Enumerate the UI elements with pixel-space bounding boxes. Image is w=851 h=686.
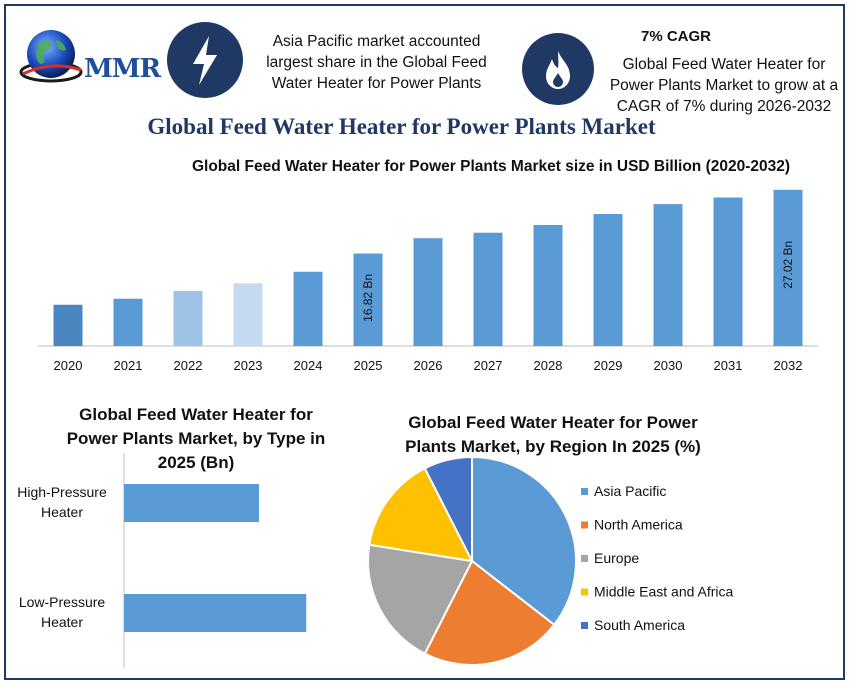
x-tick-2020: 2020 bbox=[54, 358, 83, 373]
bar-2026 bbox=[413, 238, 443, 346]
type-label-0: High-Pressure bbox=[17, 484, 107, 500]
x-tick-2030: 2030 bbox=[654, 358, 683, 373]
x-tick-2022: 2022 bbox=[174, 358, 203, 373]
bar-2028 bbox=[533, 225, 563, 346]
type-bar-0 bbox=[124, 484, 259, 522]
pie-slice-4 bbox=[423, 455, 473, 562]
legend-label-3: Middle East and Africa bbox=[594, 584, 734, 600]
x-tick-2031: 2031 bbox=[714, 358, 743, 373]
type-bar-chart: Global Feed Water Heater for Power Plants… bbox=[17, 405, 326, 668]
infographic-frame: MMR Asia Pacific market accounted larges… bbox=[4, 4, 845, 680]
x-tick-2027: 2027 bbox=[474, 358, 503, 373]
type-chart-title-line: 2025 (Bn) bbox=[158, 453, 235, 472]
bar-2024 bbox=[293, 271, 323, 346]
legend-swatch-1 bbox=[581, 521, 588, 529]
x-tick-2032: 2032 bbox=[774, 358, 803, 373]
x-tick-2026: 2026 bbox=[414, 358, 443, 373]
pie-slice-1 bbox=[423, 559, 556, 666]
x-tick-2021: 2021 bbox=[114, 358, 143, 373]
legend-swatch-2 bbox=[581, 555, 588, 562]
x-tick-2024: 2024 bbox=[294, 358, 323, 373]
x-tick-2025: 2025 bbox=[354, 358, 383, 373]
legend-swatch-0 bbox=[581, 488, 588, 495]
pie-slice-0 bbox=[471, 455, 577, 627]
bar-2032 bbox=[773, 189, 803, 346]
type-chart-title-line: Power Plants Market, by Type in bbox=[67, 429, 326, 448]
type-bar-1 bbox=[124, 594, 307, 632]
globe-icon bbox=[19, 30, 83, 83]
main-title: Global Feed Water Heater for Power Plant… bbox=[147, 114, 656, 139]
bar-chart-title: Global Feed Water Heater for Power Plant… bbox=[191, 158, 791, 175]
bar-2023 bbox=[233, 283, 263, 346]
bar-2029 bbox=[593, 214, 623, 346]
type-chart-title-line: Global Feed Water Heater for bbox=[79, 405, 313, 424]
data-label-2032: 27.02 Bn bbox=[781, 241, 795, 289]
flame-icon bbox=[546, 51, 570, 89]
flame-icon-badge bbox=[522, 33, 594, 105]
x-tick-2028: 2028 bbox=[534, 358, 563, 373]
cagr-info: Global Feed Water Heater for Power Plant… bbox=[609, 56, 839, 115]
legend-label-2: Europe bbox=[594, 550, 639, 566]
legend-swatch-4 bbox=[581, 622, 588, 629]
legend-label-1: North America bbox=[594, 517, 683, 533]
bar-2031 bbox=[713, 197, 743, 346]
mmr-logo: MMR bbox=[18, 22, 163, 92]
type-label-1: Heater bbox=[41, 614, 83, 630]
legend-label-4: South America bbox=[594, 617, 685, 633]
legend-swatch-3 bbox=[581, 588, 588, 596]
asia-pacific-info: Asia Pacific market accounted largest sh… bbox=[266, 33, 487, 92]
x-tick-2029: 2029 bbox=[594, 358, 623, 373]
region-chart-title-line: Plants Market, by Region In 2025 (%) bbox=[405, 437, 701, 456]
bar-2021 bbox=[113, 298, 143, 346]
bar-2027 bbox=[473, 232, 503, 346]
bar-2022 bbox=[173, 291, 203, 346]
bar-2030 bbox=[653, 204, 683, 346]
x-tick-2023: 2023 bbox=[234, 358, 263, 373]
lightning-icon-badge bbox=[167, 22, 243, 98]
type-label-0: Heater bbox=[41, 504, 83, 520]
lightning-icon bbox=[193, 36, 217, 85]
legend-label-0: Asia Pacific bbox=[594, 483, 666, 499]
bar-2020 bbox=[53, 304, 83, 346]
logo-text: MMR bbox=[84, 54, 161, 84]
cagr-title: 7% CAGR bbox=[640, 28, 711, 45]
type-label-1: Low-Pressure bbox=[19, 594, 106, 610]
region-pie-chart: Global Feed Water Heater for Power Plants… bbox=[367, 413, 734, 666]
region-chart-title-line: Global Feed Water Heater for Power bbox=[408, 413, 698, 432]
pie-slice-2 bbox=[367, 543, 474, 656]
pie-slice-3 bbox=[368, 466, 474, 563]
market-size-bar-chart: 2020 2021 2022 2023 2024 2025 2026 2027 2028 2029… bbox=[38, 189, 818, 373]
data-label-2025: 16.82 Bn bbox=[361, 274, 375, 322]
bar-2025 bbox=[353, 253, 383, 346]
